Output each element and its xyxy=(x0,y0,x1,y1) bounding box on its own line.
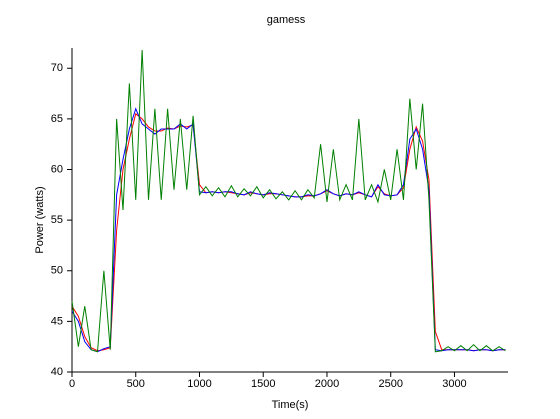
y-tick-label: 70 xyxy=(51,62,63,74)
x-tick-label: 2500 xyxy=(378,378,402,390)
x-tick-label: 500 xyxy=(127,378,145,390)
line-series xyxy=(71,112,506,352)
x-tick-label: 3000 xyxy=(442,378,466,390)
x-axis-label: Time(s) xyxy=(272,399,309,411)
y-tick-label: 60 xyxy=(51,163,63,175)
chart-title: gamess xyxy=(267,14,306,26)
x-tick-label: 0 xyxy=(69,378,75,390)
x-tick-label: 1500 xyxy=(251,378,275,390)
x-tick-label: 2000 xyxy=(315,378,339,390)
y-axis-label: Power (watts) xyxy=(34,186,46,253)
y-tick-label: 55 xyxy=(51,214,63,226)
line-series xyxy=(71,107,506,353)
x-tick-label: 1000 xyxy=(187,378,211,390)
y-tick-label: 65 xyxy=(51,113,63,125)
y-tick-label: 50 xyxy=(51,265,63,277)
y-tick-label: 45 xyxy=(51,315,63,327)
line-series xyxy=(71,50,506,353)
y-tick-label: 40 xyxy=(51,366,63,378)
